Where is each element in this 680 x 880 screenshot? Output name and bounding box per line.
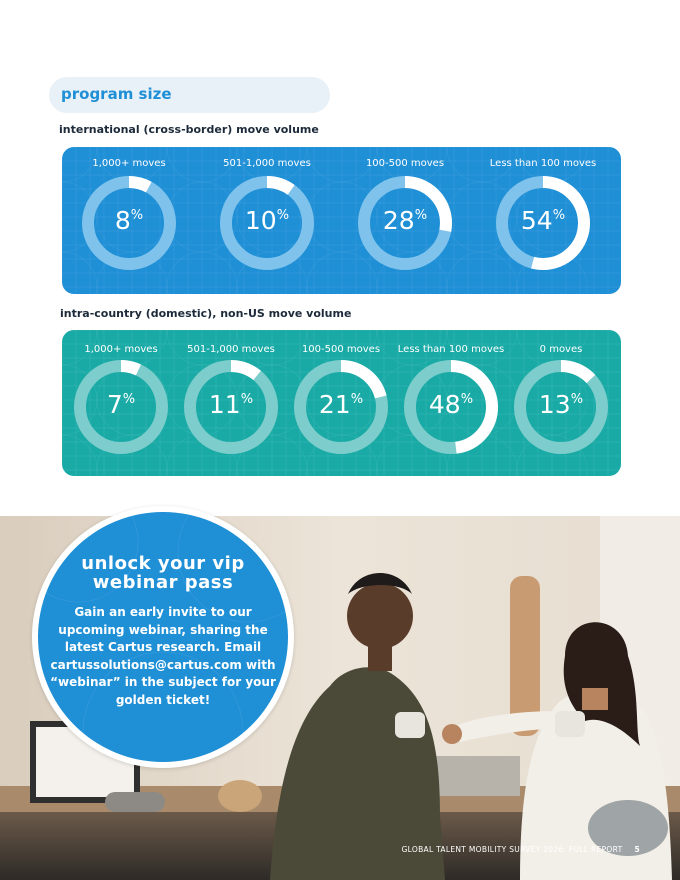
domestic-heading: intra-country (domestic), non-US move vo… — [60, 307, 352, 320]
donut-value-number: 10 — [244, 206, 277, 235]
webinar-callout: unlock your vip webinar pass Gain an ear… — [32, 506, 294, 768]
donut-international-4: Less than 100 moves 54% — [476, 158, 610, 270]
donut-domestic-3: 100-500 moves 21% — [286, 344, 396, 454]
donut-value: 8% — [82, 206, 176, 235]
page-footer: GLOBAL TALENT MOBILITY SURVEY 2026: FULL… — [402, 845, 640, 854]
donut-value-number: 28 — [382, 206, 415, 235]
donut-domestic-2: 501-1,000 moves 11% — [176, 344, 286, 454]
donut-value: 7% — [74, 390, 168, 419]
donut-value: 21% — [294, 390, 388, 419]
callout-pattern — [38, 512, 288, 762]
donut-label: Less than 100 moves — [397, 344, 505, 355]
donut-value: 28% — [358, 206, 452, 235]
donut-value: 10% — [220, 206, 314, 235]
international-heading: international (cross-border) move volume — [59, 123, 319, 136]
donut-ring — [514, 360, 608, 454]
donut-ring — [496, 176, 590, 270]
donut-label: 1,000+ moves — [92, 158, 166, 169]
international-donut-panel: 1,000+ moves 8% 501-1,000 moves 10% 100-500 … — [62, 147, 621, 294]
donut-label: 1,000+ moves — [84, 344, 158, 355]
donut-value-percent: % — [350, 392, 364, 407]
donut-value-percent: % — [276, 208, 290, 223]
donut-value-number: 11 — [208, 390, 241, 419]
panel-grid-pattern — [62, 330, 621, 476]
donut-label: 501-1,000 moves — [223, 158, 311, 169]
donut-value-percent: % — [130, 208, 144, 223]
page-number: 5 — [634, 845, 640, 854]
donut-ring — [220, 176, 314, 270]
donut-arc — [514, 360, 608, 454]
callout-title: unlock your vip webinar pass — [81, 553, 245, 593]
donut-value-number: 54 — [520, 206, 553, 235]
donut-domestic-1: 1,000+ moves 7% — [66, 344, 176, 454]
donut-arc — [184, 360, 278, 454]
donut-international-1: 1,000+ moves 8% — [62, 158, 196, 270]
donut-value-percent: % — [414, 208, 428, 223]
donut-value: 13% — [514, 390, 608, 419]
donut-arc — [496, 176, 590, 270]
donut-ring — [358, 176, 452, 270]
report-name: GLOBAL TALENT MOBILITY SURVEY 2026: FULL… — [401, 845, 623, 854]
donut-domestic-5: 0 moves 13% — [506, 344, 616, 454]
donut-value-percent: % — [552, 208, 566, 223]
donut-label: 0 moves — [539, 344, 583, 355]
donut-value-number: 48 — [428, 390, 461, 419]
callout-body: Gain an early invite to our upcoming web… — [50, 605, 276, 707]
section-header: program size — [49, 77, 330, 113]
donut-value-percent: % — [122, 392, 136, 407]
donut-label: Less than 100 moves — [489, 158, 597, 169]
donut-ring — [404, 360, 498, 454]
donut-value-percent: % — [240, 392, 254, 407]
donut-value-percent: % — [460, 392, 474, 407]
donut-arc — [294, 360, 388, 454]
donut-label: 100-500 moves — [301, 344, 381, 355]
donut-value-number: 7 — [106, 390, 123, 419]
donut-label: 100-500 moves — [365, 158, 445, 169]
donut-value-percent: % — [570, 392, 584, 407]
donut-arc — [404, 360, 498, 454]
donut-label: 501-1,000 moves — [187, 344, 275, 355]
donut-international-2: 501-1,000 moves 10% — [200, 158, 334, 270]
donut-value-number: 21 — [318, 390, 351, 419]
donut-value: 11% — [184, 390, 278, 419]
donut-ring — [184, 360, 278, 454]
donut-value: 54% — [496, 206, 590, 235]
donut-value-number: 8 — [114, 206, 131, 235]
section-title: program size — [61, 85, 172, 103]
donut-ring — [82, 176, 176, 270]
donut-value: 48% — [404, 390, 498, 419]
donut-ring — [74, 360, 168, 454]
donut-arc — [82, 176, 176, 270]
domestic-donut-panel: 1,000+ moves 7% 501-1,000 moves 11% 100-500 … — [62, 330, 621, 476]
donut-international-3: 100-500 moves 28% — [338, 158, 472, 270]
donut-arc — [220, 176, 314, 270]
donut-arc — [74, 360, 168, 454]
donut-arc — [358, 176, 452, 270]
donut-ring — [294, 360, 388, 454]
donut-domestic-4: Less than 100 moves 48% — [396, 344, 506, 454]
donut-value-number: 13 — [538, 390, 571, 419]
